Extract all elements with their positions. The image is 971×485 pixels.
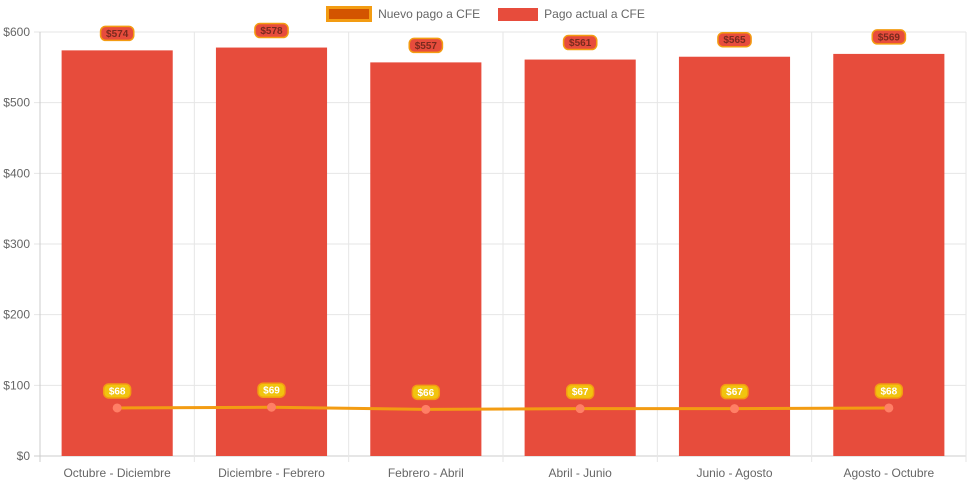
line-data-label: $66	[417, 388, 434, 399]
y-tick-label: $100	[3, 378, 30, 392]
line-point	[575, 404, 585, 414]
bar-data-label: $565	[723, 35, 746, 46]
y-tick-label: $300	[3, 237, 30, 251]
line-data-label-badge	[411, 384, 441, 401]
legend-swatch-line	[326, 6, 373, 22]
bar-data-label: $578	[260, 26, 283, 37]
bar-data-label-badge	[871, 29, 907, 45]
legend-swatch-bar	[498, 7, 539, 21]
legend-label-pago-actual: Pago actual a CFE	[544, 7, 645, 21]
bar-data-label-badge	[408, 37, 444, 54]
bar-data-label: $561	[569, 38, 592, 49]
x-tick-label: Agosto - Octubre	[843, 466, 934, 480]
y-tick-label: $400	[3, 166, 30, 180]
bar-data-label-badge	[717, 31, 752, 48]
line-data-label: $69	[263, 386, 280, 397]
line-data-label-badge	[720, 383, 749, 400]
line-point	[730, 404, 739, 414]
x-tick-label: Octubre - Diciembre	[63, 466, 171, 480]
line-data-label-badge	[102, 383, 132, 399]
y-tick-label: $200	[3, 308, 30, 322]
legend: Nuevo pago a CFE Pago actual a CFE	[0, 6, 971, 22]
line-point	[421, 404, 431, 414]
x-tick-label: Abril - Junio	[548, 466, 612, 480]
line-point	[267, 402, 276, 412]
legend-item-nuevo-pago[interactable]: Nuevo pago a CFE	[326, 6, 480, 22]
y-tick-label: $600	[3, 25, 30, 39]
line-data-label: $67	[572, 387, 589, 398]
bar-data-label: $569	[878, 32, 901, 43]
line-series-path	[117, 405, 889, 411]
legend-item-pago-actual[interactable]: Pago actual a CFE	[498, 6, 645, 22]
line-point	[112, 403, 122, 413]
bar-data-label-badge	[562, 34, 598, 51]
x-tick-label: Junio - Agosto	[696, 466, 772, 480]
bar-data-label: $557	[415, 41, 438, 52]
bar-data-label-badge	[99, 25, 135, 42]
line-data-label-badge	[257, 382, 286, 398]
x-tick-label: Febrero - Abril	[388, 466, 464, 480]
line-point	[884, 403, 894, 413]
line-data-label-badge	[874, 383, 904, 399]
bar-data-label-badge	[254, 22, 289, 39]
line-data-label: $68	[880, 386, 897, 397]
bar-data-label: $574	[106, 29, 129, 40]
line-data-label-badge	[565, 383, 595, 400]
y-tick-label: $0	[17, 449, 31, 463]
x-tick-label: Diciembre - Febrero	[218, 466, 325, 480]
y-tick-label: $500	[3, 96, 30, 110]
line-data-label: $68	[109, 386, 126, 397]
line-data-label: $67	[726, 387, 743, 398]
legend-label-nuevo-pago: Nuevo pago a CFE	[378, 7, 481, 21]
